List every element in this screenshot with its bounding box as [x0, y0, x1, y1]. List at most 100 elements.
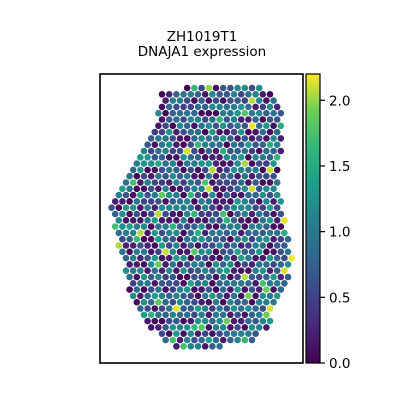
spot	[270, 147, 277, 155]
spot	[223, 242, 231, 249]
spot	[140, 210, 148, 218]
spot	[151, 128, 159, 136]
spot	[137, 217, 144, 224]
spot	[212, 286, 220, 293]
spot	[245, 154, 252, 161]
spot	[270, 185, 277, 193]
spot	[201, 217, 209, 224]
spot	[201, 141, 209, 148]
spot	[277, 261, 285, 268]
spot	[230, 141, 238, 148]
spot	[209, 128, 216, 136]
spot	[245, 179, 252, 186]
spot	[191, 336, 198, 344]
spot	[281, 229, 288, 237]
spot	[183, 286, 191, 293]
spot	[216, 343, 223, 350]
spot	[126, 235, 133, 243]
spot	[248, 97, 256, 104]
spot	[158, 267, 166, 275]
spot	[187, 229, 195, 237]
spot	[252, 242, 259, 249]
spot	[230, 254, 238, 262]
spot	[180, 305, 187, 312]
spot	[162, 336, 169, 344]
spot	[230, 179, 238, 186]
spot	[165, 330, 173, 338]
spot	[245, 254, 252, 262]
spot	[194, 116, 202, 123]
spot	[227, 324, 234, 331]
spot	[273, 267, 281, 275]
spot	[234, 286, 241, 293]
spot	[198, 147, 205, 155]
spot	[169, 248, 177, 256]
spot	[173, 191, 180, 199]
spot	[169, 97, 177, 104]
spot	[270, 160, 277, 167]
spot	[122, 179, 130, 186]
spot	[176, 109, 184, 117]
spot	[216, 317, 223, 325]
spot	[183, 273, 191, 281]
spot	[194, 217, 202, 224]
spot	[187, 343, 195, 350]
spot	[223, 229, 231, 237]
spot	[162, 298, 169, 306]
spot	[137, 191, 144, 199]
spot	[158, 330, 166, 338]
spot	[284, 248, 292, 256]
spot	[165, 267, 173, 275]
spot	[266, 305, 274, 312]
spot	[219, 223, 227, 230]
spot	[248, 324, 256, 331]
spot	[183, 198, 191, 205]
spot	[108, 204, 115, 211]
spot	[169, 311, 177, 319]
spot	[219, 248, 227, 256]
spot	[270, 235, 277, 243]
spot	[205, 210, 213, 218]
spot	[255, 122, 263, 130]
spot	[241, 147, 249, 155]
spot	[187, 179, 195, 186]
spot	[162, 286, 169, 293]
spot	[158, 91, 166, 98]
spot	[259, 254, 267, 262]
spot	[169, 223, 177, 230]
spot	[151, 204, 159, 211]
spot	[270, 273, 277, 281]
spot	[241, 122, 249, 130]
spot	[241, 298, 249, 306]
spot	[209, 242, 216, 249]
spot	[194, 91, 202, 98]
spot	[205, 97, 213, 104]
spot	[198, 298, 205, 306]
spot	[212, 223, 220, 230]
spot	[165, 116, 173, 123]
spot	[205, 147, 213, 155]
spot	[198, 198, 205, 205]
spot	[245, 191, 252, 199]
spot	[266, 103, 274, 111]
spot	[209, 343, 216, 350]
spot	[169, 324, 177, 331]
spot	[137, 254, 144, 262]
spot	[187, 154, 195, 161]
colorbar-tick-label: 1.0	[329, 225, 350, 241]
spot	[219, 84, 227, 92]
spot	[212, 235, 220, 243]
spot	[234, 135, 241, 142]
spot	[191, 223, 198, 230]
spot	[255, 84, 263, 92]
spot	[158, 128, 166, 136]
spot	[194, 229, 202, 237]
spot	[230, 166, 238, 174]
spot	[183, 84, 191, 92]
spot	[173, 179, 180, 186]
spot	[219, 198, 227, 205]
spot	[230, 317, 238, 325]
spot	[137, 179, 144, 186]
spot	[173, 229, 180, 237]
spot	[129, 217, 137, 224]
